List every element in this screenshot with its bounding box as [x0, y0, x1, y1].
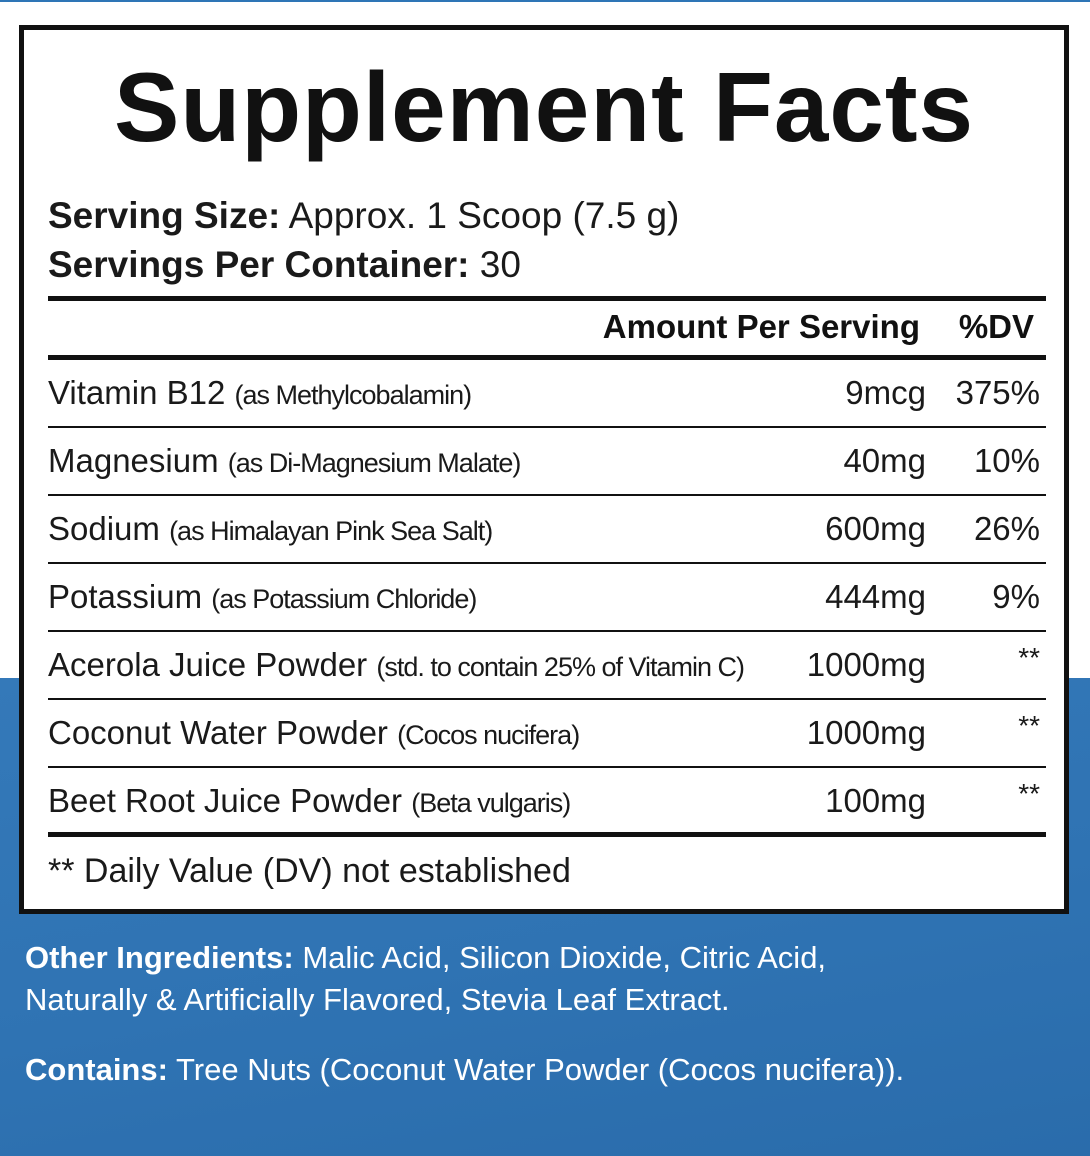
servings-per-container: Servings Per Container: 30: [48, 246, 521, 283]
nutrient-row: Sodium (as Himalayan Pink Sea Salt) 600m…: [48, 496, 1046, 563]
dv-header: %DV: [958, 308, 1034, 345]
other-ingredients: Other Ingredients: Malic Acid, Silicon D…: [25, 937, 925, 1021]
nutrient-amount: 9mcg: [845, 374, 926, 411]
nutrient-source: (as Methylcobalamin): [234, 380, 473, 410]
nutrient-label: Sodium: [48, 510, 170, 547]
nutrient-dv: 26%: [973, 510, 1040, 547]
nutrient-source: (std. to contain 25% of Vitamin C): [376, 652, 745, 682]
row-divider: [48, 630, 1046, 632]
nutrient-row: Vitamin B12 (as Methylcobalamin) 9mcg 37…: [48, 360, 1046, 427]
nutrient-row: Magnesium (as Di-Magnesium Malate) 40mg …: [48, 428, 1046, 495]
nutrient-dv: **: [1018, 778, 1040, 809]
nutrient-name: Vitamin B12 (as Methylcobalamin): [48, 374, 473, 411]
nutrient-name: Sodium (as Himalayan Pink Sea Salt): [48, 510, 493, 547]
nutrient-amount: 40mg: [843, 442, 926, 479]
nutrient-name: Acerola Juice Powder (std. to contain 25…: [48, 646, 745, 683]
nutrient-amount: 1000mg: [806, 714, 926, 751]
nutrient-source: (Cocos nucifera): [397, 720, 580, 750]
nutrient-label: Acerola Juice Powder: [48, 646, 377, 683]
row-divider: [48, 426, 1046, 428]
servings-per-container-value: 30: [469, 244, 521, 285]
nutrient-amount: 100mg: [825, 782, 926, 819]
nutrient-dv: 375%: [955, 374, 1040, 411]
row-divider: [48, 766, 1046, 768]
other-ingredients-label: Other Ingredients:: [25, 940, 294, 975]
nutrient-label: Magnesium: [48, 442, 228, 479]
nutrient-name: Magnesium (as Di-Magnesium Malate): [48, 442, 522, 479]
row-divider: [48, 562, 1046, 564]
divider-thick: [48, 296, 1046, 301]
nutrient-label: Coconut Water Powder: [48, 714, 398, 751]
nutrient-source: (as Potassium Chloride): [211, 584, 477, 614]
nutrient-dv: 10%: [973, 442, 1040, 479]
nutrient-name: Potassium (as Potassium Chloride): [48, 578, 477, 615]
contains-text: Tree Nuts (Coconut Water Powder (Cocos n…: [167, 1052, 905, 1087]
facts-title: Supplement Facts: [113, 52, 975, 162]
nutrient-label: Vitamin B12: [48, 374, 235, 411]
servings-per-container-label: Servings Per Container:: [48, 244, 470, 285]
nutrient-source: (as Di-Magnesium Malate): [227, 448, 522, 478]
allergen-contains: Contains: Tree Nuts (Coconut Water Powde…: [25, 1049, 1065, 1091]
nutrient-amount: 1000mg: [806, 646, 926, 683]
nutrient-source: (Beta vulgaris): [411, 788, 571, 818]
row-divider: [48, 494, 1046, 496]
nutrient-row: Beet Root Juice Powder (Beta vulgaris) 1…: [48, 768, 1046, 835]
nutrient-name: Coconut Water Powder (Cocos nucifera): [48, 714, 580, 751]
nutrient-dv: **: [1018, 710, 1040, 741]
nutrient-label: Beet Root Juice Powder: [48, 782, 412, 819]
divider-thick: [48, 832, 1046, 837]
divider-thick: [48, 355, 1046, 360]
nutrient-name: Beet Root Juice Powder (Beta vulgaris): [48, 782, 571, 819]
nutrient-amount: 444mg: [825, 578, 926, 615]
top-accent-line: [0, 0, 1090, 2]
other-ingredients-text: Malic Acid, Silicon Dioxide, Citric Acid…: [25, 940, 827, 1017]
nutrient-row: Acerola Juice Powder (std. to contain 25…: [48, 632, 1046, 699]
contains-label: Contains:: [25, 1052, 168, 1087]
supplement-facts-panel: Supplement Facts Serving Size: Approx. 1…: [19, 25, 1069, 914]
nutrient-dv: 9%: [992, 578, 1040, 615]
dv-footnote: ** Daily Value (DV) not established: [48, 852, 571, 890]
amount-per-serving-header: Amount Per Serving: [602, 308, 920, 345]
row-divider: [48, 698, 1046, 700]
serving-size-label: Serving Size:: [48, 195, 281, 236]
serving-size: Serving Size: Approx. 1 Scoop (7.5 g): [48, 197, 679, 234]
nutrient-amount: 600mg: [825, 510, 926, 547]
nutrient-row: Potassium (as Potassium Chloride) 444mg …: [48, 564, 1046, 631]
nutrient-dv: **: [1018, 642, 1040, 673]
nutrient-source: (as Himalayan Pink Sea Salt): [169, 516, 493, 546]
serving-size-value: Approx. 1 Scoop (7.5 g): [280, 195, 680, 236]
nutrient-row: Coconut Water Powder (Cocos nucifera) 10…: [48, 700, 1046, 767]
nutrient-label: Potassium: [48, 578, 212, 615]
